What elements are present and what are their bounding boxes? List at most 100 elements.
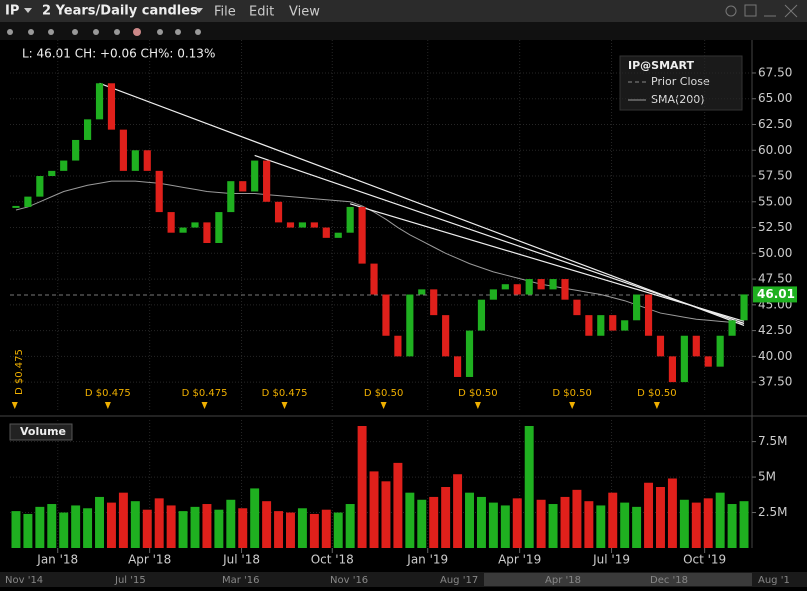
trendline: [254, 154, 745, 324]
symbol[interactable]: IP: [5, 4, 19, 19]
y-tick-label: 52.50: [758, 220, 792, 234]
candle: [119, 129, 127, 171]
dividend-label: D $0.475: [182, 388, 228, 399]
candle: [430, 289, 438, 316]
candle: [263, 160, 271, 202]
dividend-marker: [11, 402, 18, 409]
menu-item[interactable]: View: [289, 5, 320, 20]
candle: [454, 356, 462, 377]
volume-bar: [739, 501, 749, 548]
tool-icon[interactable]: [175, 29, 181, 35]
candle: [406, 294, 414, 357]
volume-bar: [106, 502, 116, 548]
tool-icon[interactable]: [195, 29, 201, 35]
tool-icon[interactable]: [93, 29, 99, 35]
candle: [609, 315, 617, 331]
candle: [322, 227, 330, 238]
volume-bar: [23, 513, 33, 548]
dividend-label: D $0.475: [85, 388, 131, 399]
settings-icon[interactable]: [725, 5, 737, 17]
volume-bar: [71, 505, 81, 548]
volume-bar: [238, 508, 248, 548]
tool-icon[interactable]: [114, 29, 120, 35]
period[interactable]: 2 Years/Daily candles: [42, 4, 198, 19]
dividend-marker: [474, 402, 481, 409]
volume-bar: [35, 506, 45, 548]
tool-icon[interactable]: [157, 29, 163, 35]
candle: [84, 119, 92, 140]
volume-bar: [500, 505, 510, 548]
volume-bar: [488, 502, 498, 548]
volume-bar: [47, 504, 57, 548]
tool-icon[interactable]: [7, 29, 13, 35]
volume-bar: [596, 505, 606, 548]
candle: [191, 222, 199, 228]
volume-bar: [309, 513, 319, 548]
candle: [692, 335, 700, 357]
candle: [561, 279, 569, 300]
dividend-marker: [569, 402, 576, 409]
scroll-label: Mar '16: [222, 575, 260, 586]
volume-bar: [465, 492, 474, 548]
candle: [477, 299, 486, 331]
x-tick-label: Apr '18: [128, 553, 171, 567]
candle: [704, 356, 712, 367]
tool-icon[interactable]: [48, 29, 54, 35]
volume-bar: [560, 496, 570, 548]
candle: [656, 335, 665, 357]
scrollbar-thumb[interactable]: [484, 573, 752, 586]
scroll-label: Nov '16: [330, 575, 368, 586]
candle: [489, 289, 497, 300]
toolbar: [0, 0, 807, 22]
dividend-marker: [653, 402, 660, 409]
close-button[interactable]: [784, 4, 798, 18]
candle: [358, 206, 366, 264]
window-controls: [725, 4, 798, 18]
dividend-marker: [281, 402, 288, 409]
candle: [513, 284, 521, 295]
volume-bar: [59, 512, 69, 548]
candle: [621, 320, 629, 331]
volume-bar: [632, 506, 642, 548]
link-icon[interactable]: [744, 4, 757, 17]
dividend-label: D $0.50: [552, 388, 592, 399]
y-tick-label: 37.50: [758, 375, 792, 389]
volume-bar: [262, 501, 272, 548]
volume-bar: [703, 498, 713, 548]
y-tick-label: 60.00: [758, 143, 792, 157]
candle: [537, 279, 545, 290]
candle: [549, 279, 557, 290]
candle: [167, 212, 175, 233]
candle: [334, 232, 342, 238]
candle: [633, 294, 641, 321]
dividend-label: D $0.50: [458, 388, 498, 399]
volume-bar: [250, 488, 260, 548]
tool-icon[interactable]: [133, 28, 141, 36]
dropdown-arrow[interactable]: [195, 8, 203, 13]
dividend-marker: [104, 402, 111, 409]
volume-bar: [345, 504, 355, 548]
menu-item[interactable]: Edit: [249, 5, 274, 20]
legend-entry: SMA(200): [651, 93, 705, 106]
volume-bar: [536, 499, 546, 548]
volume-bar: [715, 492, 725, 548]
candle: [36, 176, 44, 197]
volume-bar: [441, 487, 451, 548]
candle: [143, 150, 151, 171]
volume-bar: [274, 511, 284, 548]
tool-icon[interactable]: [72, 29, 78, 35]
candle: [48, 170, 56, 177]
chart-toolbar: [0, 22, 807, 40]
candle: [418, 289, 426, 295]
menu-item[interactable]: File: [214, 5, 236, 20]
candle: [12, 205, 20, 208]
tool-icon[interactable]: [28, 29, 34, 35]
volume-bar: [608, 492, 618, 548]
candle: [60, 160, 68, 171]
volume-bar: [226, 499, 236, 548]
dropdown-arrow[interactable]: [24, 8, 32, 13]
volume-bar: [381, 481, 391, 548]
volume-bar: [620, 502, 630, 548]
candle: [668, 356, 676, 383]
